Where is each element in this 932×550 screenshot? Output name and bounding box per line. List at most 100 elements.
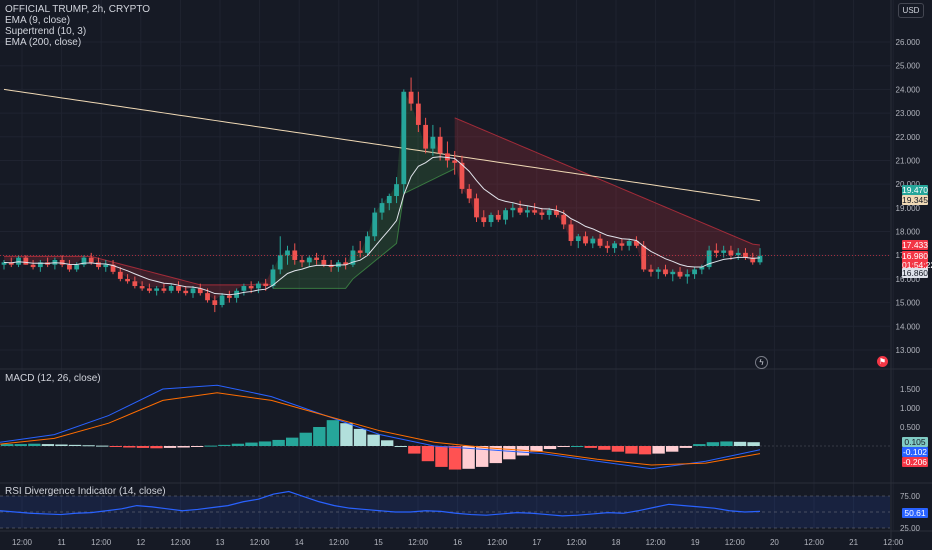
candle-body bbox=[459, 162, 465, 189]
ema9-line bbox=[3, 156, 761, 296]
rsi-value-label: 50.61 bbox=[902, 508, 928, 518]
currency-button[interactable]: USD bbox=[898, 3, 924, 18]
legend-supertrend[interactable]: Supertrend (10, 3) bbox=[5, 26, 87, 37]
candle-body bbox=[401, 91, 407, 185]
ema9-price-label: 19.470 bbox=[902, 185, 928, 195]
candle-body bbox=[205, 293, 210, 301]
macd-histogram-bar bbox=[313, 427, 326, 446]
macd-histogram-bar bbox=[584, 446, 597, 448]
supertrend-band-down-2 bbox=[454, 117, 760, 277]
candle-body bbox=[517, 207, 523, 213]
candle-body bbox=[430, 136, 436, 149]
price-tick: 16.000 bbox=[896, 275, 921, 284]
flag-icon[interactable]: ⚑ bbox=[877, 356, 888, 367]
macd-histogram-bar bbox=[340, 423, 353, 446]
supertrend-band-down-line bbox=[4, 255, 273, 286]
macd-histogram-bar bbox=[123, 446, 136, 448]
macd-histogram-bar bbox=[666, 446, 679, 452]
candle-body bbox=[161, 288, 167, 291]
candle-body bbox=[343, 262, 349, 265]
candle-body bbox=[386, 196, 392, 204]
candle-body bbox=[256, 283, 261, 289]
candle-body bbox=[590, 238, 596, 244]
candle-body bbox=[226, 295, 232, 298]
time-tick: 17 bbox=[532, 538, 541, 547]
time-tick: 14 bbox=[295, 538, 304, 547]
candle-body bbox=[677, 271, 683, 277]
rsi-title[interactable]: RSI Divergence Indicator (14, close) bbox=[5, 486, 166, 497]
candle-body bbox=[619, 243, 625, 246]
macd-histogram-bar bbox=[204, 445, 217, 447]
candle-body bbox=[750, 257, 756, 263]
time-tick: 12:00 bbox=[804, 538, 825, 547]
macd-histogram-bar bbox=[503, 446, 516, 460]
candle-body bbox=[292, 250, 298, 260]
time-tick: 19 bbox=[691, 538, 700, 547]
time-tick: 20 bbox=[770, 538, 779, 547]
candle-body bbox=[568, 224, 574, 242]
candle-body bbox=[59, 259, 65, 265]
candle-body bbox=[219, 295, 225, 305]
macd-histogram-bar bbox=[1, 444, 14, 446]
lightning-icon[interactable]: ϟ bbox=[755, 356, 768, 369]
time-tick: 21 bbox=[849, 538, 858, 547]
macd-histogram-bar bbox=[367, 434, 380, 446]
candle-body bbox=[604, 245, 610, 249]
macd-histogram-bar bbox=[150, 446, 163, 449]
candle-body bbox=[299, 259, 305, 263]
macd-histogram-bar bbox=[381, 440, 394, 446]
candle-body bbox=[125, 278, 130, 282]
symbol-title[interactable]: OFFICIAL TRUMP, 2h, CRYPTO bbox=[5, 4, 151, 15]
time-tick: 12:00 bbox=[487, 538, 508, 547]
candle-body bbox=[314, 257, 319, 260]
macd-hist-label: 0.105 bbox=[902, 437, 928, 447]
macd-histogram-bar bbox=[394, 446, 407, 447]
signal-line-label: -0.206 bbox=[902, 457, 928, 467]
price-tick: 15.000 bbox=[896, 299, 921, 308]
candle-body bbox=[423, 124, 429, 149]
candle-body bbox=[30, 264, 36, 268]
candle-body bbox=[445, 153, 450, 161]
candle-body bbox=[37, 262, 43, 268]
macd-line bbox=[0, 384, 761, 470]
candle-body bbox=[735, 252, 741, 256]
macd-histogram-bar bbox=[41, 444, 55, 446]
time-tick: 12:00 bbox=[408, 538, 429, 547]
macd-histogram-bar bbox=[733, 441, 747, 446]
time-tick: 12:00 bbox=[566, 538, 587, 547]
macd-histogram-bar bbox=[679, 446, 692, 448]
candle-body bbox=[466, 188, 472, 199]
macd-histogram-bar bbox=[326, 420, 340, 446]
price-tick: 19.000 bbox=[896, 204, 921, 213]
candle-body bbox=[612, 243, 618, 249]
main-legend: OFFICIAL TRUMP, 2h, CRYPTO EMA (9, close… bbox=[5, 4, 150, 48]
macd-histogram-bar bbox=[286, 437, 299, 446]
legend-ema200[interactable]: EMA (200, close) bbox=[5, 37, 82, 48]
macd-histogram-bar bbox=[611, 446, 625, 452]
candle-body bbox=[539, 212, 545, 215]
candle-body bbox=[88, 257, 94, 263]
macd-line-label: -0.102 bbox=[902, 447, 928, 457]
time-tick: 12:00 bbox=[12, 538, 33, 547]
candle-body bbox=[146, 288, 152, 291]
last-price-label: 16.980 bbox=[902, 251, 928, 261]
candle-body bbox=[394, 184, 399, 196]
legend-ema9[interactable]: EMA (9, close) bbox=[5, 15, 71, 26]
macd-histogram-bar bbox=[231, 443, 245, 446]
candle-body bbox=[197, 288, 203, 294]
macd-histogram-bar bbox=[543, 446, 557, 450]
macd-histogram-bar bbox=[652, 446, 665, 454]
supertrend-band-down bbox=[4, 256, 273, 301]
macd-histogram-bar bbox=[14, 444, 27, 446]
time-tick: 16 bbox=[453, 538, 462, 547]
candle-body bbox=[365, 236, 370, 253]
candle-body bbox=[641, 245, 647, 270]
supertrend-band-down-2-line bbox=[454, 117, 761, 246]
macd-legend: MACD (12, 26, close) bbox=[5, 373, 101, 384]
candle-body bbox=[132, 281, 138, 287]
macd-title[interactable]: MACD (12, 26, close) bbox=[5, 373, 101, 384]
candle-body bbox=[721, 250, 727, 253]
supertrend-band-up-line bbox=[272, 168, 455, 289]
candle-body bbox=[176, 286, 181, 291]
